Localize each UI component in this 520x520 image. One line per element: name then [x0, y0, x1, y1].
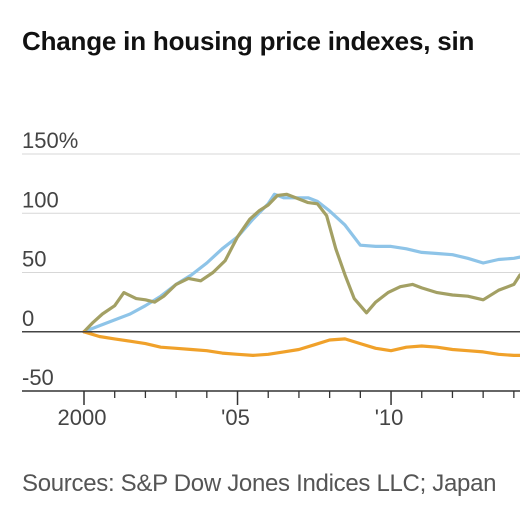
x-axis-labels: 2000 '05 '10 [58, 405, 404, 430]
x-tick-label: '05 [221, 405, 250, 430]
x-tick-label: 2000 [58, 405, 107, 430]
series-line-1 [82, 192, 520, 334]
y-tick-label: 50 [22, 247, 46, 272]
source-note: Sources: S&P Dow Jones Indices LLC; Japa… [22, 470, 497, 497]
series-line-2 [82, 192, 520, 334]
y-tick-label: 0 [22, 306, 34, 331]
y-axis-labels: 150% 100 50 0 -50 [22, 128, 78, 390]
series-line-3 [82, 330, 520, 357]
series-lines [82, 192, 520, 357]
y-tick-label: -50 [22, 365, 54, 390]
y-tick-label: 100 [22, 187, 59, 212]
line-chart: 150% 100 50 0 -50 2000 '05 '10 [22, 128, 520, 430]
chart-title: Change in housing price indexes, sin [22, 26, 475, 56]
y-tick-label: 150% [22, 128, 78, 153]
x-axis [22, 330, 520, 405]
x-tick-label: '10 [375, 405, 404, 430]
